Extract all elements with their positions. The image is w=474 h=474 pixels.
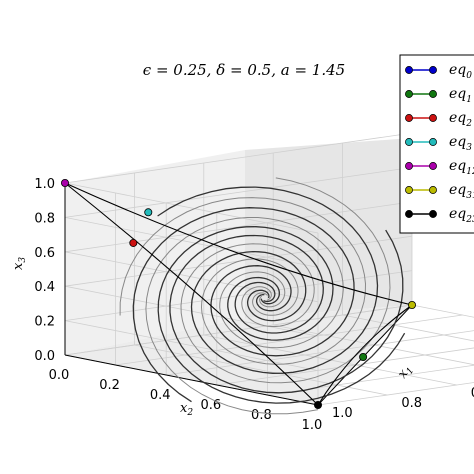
grid-line (216, 347, 474, 386)
simplex-edges (64, 182, 413, 406)
equilibrium-marker (313, 400, 322, 409)
y-tick-label: 0.4 (150, 388, 171, 403)
legend-marker (429, 162, 437, 170)
z-axis-label: x3 (11, 257, 28, 270)
legend-marker (429, 90, 437, 98)
edge-eq23-eq31 (317, 304, 413, 406)
grid-line (273, 324, 474, 366)
legend-label: eq3 (449, 134, 472, 153)
y-axis-line (64, 354, 319, 406)
z-tick-label: 1.0 (34, 177, 55, 192)
grid-line (411, 304, 474, 318)
legend-marker (429, 66, 437, 74)
trajectory-line (169, 229, 404, 394)
trajectory-line (157, 226, 406, 404)
grid-line (267, 364, 474, 396)
edge-eq12-eq23 (64, 182, 319, 406)
trajectory-line (180, 177, 391, 384)
x-tick-label: 1.0 (332, 406, 353, 421)
grid-line (64, 132, 413, 184)
legend-label: eq31 (449, 182, 474, 201)
legend-marker (405, 138, 413, 146)
equilibrium-points (61, 178, 416, 409)
legend-marker (405, 186, 413, 194)
y-tick-label: 0.0 (49, 368, 70, 383)
z-tick-label: 0.8 (34, 211, 55, 226)
x-tick-label: 0.8 (401, 396, 422, 411)
trajectory-line (145, 217, 344, 415)
equilibrium-marker (144, 208, 153, 217)
grid-line (317, 382, 474, 406)
legend-marker (429, 138, 437, 146)
z-tick-label: 0.2 (34, 315, 55, 330)
equilibrium-marker (407, 300, 416, 309)
y-tick-label: 0.2 (99, 378, 120, 393)
equilibrium-marker (129, 238, 138, 247)
z-tick-label: 0.0 (34, 349, 55, 364)
legend-marker (405, 162, 413, 170)
grid-line (64, 320, 319, 371)
legend-marker (405, 210, 413, 218)
equilibrium-marker (359, 352, 368, 361)
trajectory-line (157, 186, 379, 374)
grid-line (134, 344, 388, 396)
legend-label: eq12 (449, 158, 474, 177)
svg-text:x3: x3 (11, 257, 28, 270)
z-tick-label: 0.6 (34, 246, 55, 261)
legend-label: eq1 (449, 86, 472, 105)
legend-label: eq0 (449, 62, 472, 81)
grid-line (115, 314, 463, 366)
grid-line (64, 182, 319, 234)
y-tick-label: 1.0 (302, 418, 323, 433)
grid-line (64, 251, 319, 303)
grid-line (64, 201, 413, 253)
grid-line (342, 314, 474, 342)
x-axis-label: x1 (395, 362, 416, 382)
legend-marker (429, 186, 437, 194)
grid-line (64, 217, 319, 268)
legend-marker (429, 114, 437, 122)
legend-marker (405, 66, 413, 74)
equilibrium-marker (61, 178, 70, 187)
grid-line (166, 330, 474, 376)
legend-entry: eq0 (405, 62, 472, 81)
grid-line (64, 270, 413, 321)
legend-entry: eq23 (405, 206, 474, 225)
edge-eq31-eq12 (64, 182, 413, 306)
svg-text:x2: x2 (180, 401, 193, 418)
legend-marker (405, 90, 413, 98)
chart-title: ϵ = 0.25, δ = 0.5, a = 1.45 (143, 61, 345, 79)
grid-line (64, 167, 413, 218)
legend-entry: eq31 (405, 182, 474, 201)
tick-labels: 0.00.20.40.60.81.00.00.20.40.60.81.00.00… (34, 177, 474, 433)
legend-entry: eq12 (405, 158, 474, 177)
legend-label: eq23 (449, 206, 474, 225)
axes-panes (65, 138, 412, 405)
legend-entry: eq3 (405, 134, 472, 153)
z-tick-label: 0.4 (34, 280, 55, 295)
trajectories (119, 177, 406, 415)
svg-text:x1: x1 (395, 362, 416, 382)
y-tick-label: 0.8 (251, 408, 272, 423)
x-tick-label: 0.6 (471, 386, 474, 401)
legend-marker (429, 210, 437, 218)
legend-entry: eq1 (405, 86, 472, 105)
legend-marker (405, 114, 413, 122)
trajectory-line (119, 197, 367, 365)
legend-entry: eq2 (405, 110, 472, 129)
left-pane (65, 150, 245, 355)
right-pane (245, 138, 412, 318)
trajectory-line (132, 207, 355, 403)
y-tick-label: 0.6 (200, 398, 221, 413)
legend-label: eq2 (449, 110, 472, 129)
y-axis-label: x2 (180, 401, 193, 418)
legend: eq0 eq1 eq2 eq3 eq12 eq31 eq23 (399, 54, 474, 234)
